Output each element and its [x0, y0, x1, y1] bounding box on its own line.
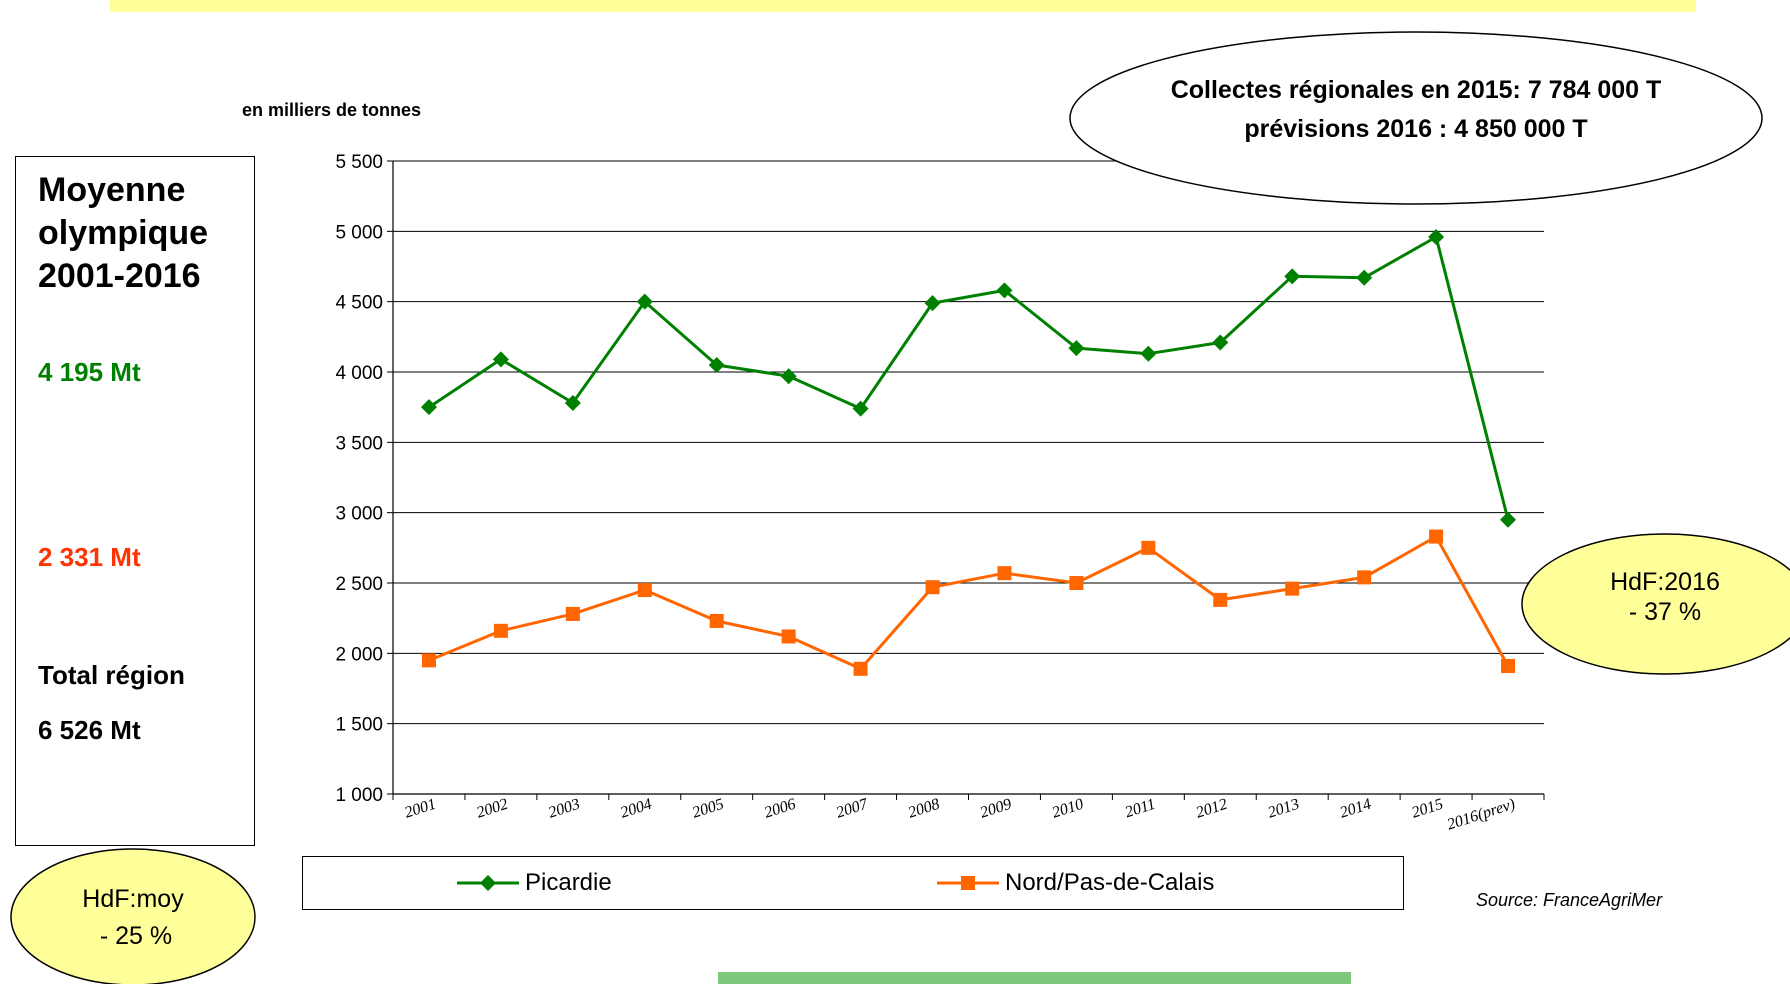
- axis-layer: [387, 160, 1545, 800]
- x-tick-label: 2011: [1123, 796, 1158, 822]
- data-point-picardie: [996, 282, 1013, 299]
- data-point-npdc: [1069, 576, 1084, 590]
- data-point-npdc: [853, 661, 868, 676]
- x-tick-label: 2012: [1194, 796, 1230, 822]
- x-tick-label: 2015: [1410, 796, 1446, 822]
- data-point-picardie: [492, 351, 509, 368]
- top-banner: [110, 0, 1696, 12]
- source-note: Source: FranceAgriMer: [1476, 890, 1663, 910]
- y-tick-label: 3 000: [335, 504, 383, 525]
- data-point-picardie: [420, 399, 437, 416]
- x-tick-label: 2014: [1338, 796, 1374, 822]
- data-point-npdc: [1357, 570, 1372, 585]
- npdc-average: 2 331 Mt: [38, 542, 141, 572]
- total-value: 6 526 Mt: [38, 715, 141, 745]
- bottom-bar: [718, 972, 1351, 984]
- total-label: Total région: [38, 660, 185, 690]
- data-point-picardie: [1140, 345, 1157, 362]
- data-point-picardie: [1356, 269, 1373, 286]
- hdf-moy-line-2: - 25 %: [100, 922, 172, 950]
- legend-label-picardie: Picardie: [525, 869, 612, 896]
- hdf-moy-callout: [10, 848, 256, 984]
- stats-box: Moyenne olympique 2001-2016 4 195 Mt 2 3…: [15, 156, 255, 846]
- picardie-average: 4 195 Mt: [38, 357, 141, 387]
- x-tick-label: 2002: [474, 796, 510, 822]
- y-tick-label: 1 500: [335, 715, 383, 736]
- data-point-picardie: [1212, 334, 1229, 351]
- x-tick-label: 2008: [906, 796, 942, 822]
- data-point-npdc: [1501, 658, 1516, 673]
- legend: Picardie Nord/Pas-de-Calais: [302, 856, 1404, 910]
- data-point-picardie: [1068, 340, 1085, 357]
- data-point-npdc: [781, 629, 796, 644]
- hdf-2016-line-1: HdF:2016: [1610, 568, 1720, 596]
- x-tick-label: 2009: [978, 796, 1014, 822]
- y-tick-label: 1 000: [335, 785, 383, 806]
- series-line-npdc: [428, 535, 1510, 671]
- legend-label-npdc: Nord/Pas-de-Calais: [1005, 869, 1215, 896]
- data-point-npdc: [997, 566, 1012, 581]
- legend-swatch-picardie: [457, 875, 519, 891]
- y-tick-label: 2 500: [335, 574, 383, 595]
- tick-label-layer: 1 000 1 500 2 000 2 500 3 000 3 500 4 000 4 500…: [335, 152, 1517, 834]
- x-tick-label: 2006: [762, 796, 798, 822]
- data-point-picardie: [852, 400, 869, 417]
- data-point-npdc: [565, 606, 580, 621]
- data-point-npdc: [709, 613, 724, 628]
- data-point-picardie: [924, 295, 941, 312]
- data-point-picardie: [708, 356, 725, 373]
- collectes-callout: [1069, 31, 1763, 205]
- x-tick-label: 2003: [546, 796, 582, 822]
- y-tick-label: 5 500: [335, 152, 383, 173]
- data-point-picardie: [780, 368, 797, 385]
- data-point-npdc: [421, 653, 436, 668]
- x-tick-label: 2010: [1050, 796, 1086, 822]
- series-line-picardie: [428, 235, 1510, 521]
- y-tick-label: 3 500: [335, 433, 383, 454]
- data-point-npdc: [637, 583, 652, 598]
- x-tick-label: 2016(prev): [1445, 796, 1517, 834]
- average-title: Moyenne olympique 2001-2016: [38, 171, 209, 295]
- data-point-picardie: [1500, 511, 1517, 528]
- x-tick-label: 2005: [690, 796, 726, 822]
- x-tick-label: 2013: [1266, 796, 1302, 822]
- unit-label: en milliers de tonnes: [242, 100, 422, 120]
- data-point-npdc: [925, 580, 940, 595]
- data-point-npdc: [1213, 592, 1228, 607]
- series-layer: [420, 228, 1517, 676]
- data-point-picardie: [564, 394, 581, 411]
- collectes-line-2: prévisions 2016 : 4 850 000 T: [1244, 115, 1587, 143]
- data-point-picardie: [636, 293, 653, 310]
- hdf-2016-line-2: - 37 %: [1629, 598, 1701, 626]
- data-point-npdc: [1285, 581, 1300, 596]
- data-point-npdc: [493, 623, 508, 638]
- y-tick-label: 5 000: [335, 222, 383, 243]
- grid-layer: [393, 160, 1544, 795]
- legend-item-npdc: Nord/Pas-de-Calais: [933, 865, 1214, 901]
- y-tick-label: 2 000: [335, 644, 383, 665]
- x-tick-label: 2001: [403, 796, 439, 822]
- collectes-line-1: Collectes régionales en 2015: 7 784 000 …: [1171, 76, 1662, 104]
- x-tick-label: 2004: [618, 796, 654, 822]
- data-point-npdc: [1429, 529, 1444, 544]
- data-point-npdc: [1141, 540, 1156, 555]
- data-point-picardie: [1284, 268, 1301, 285]
- hdf-moy-line-1: HdF:moy: [82, 885, 184, 913]
- legend-swatch-npdc: [937, 876, 999, 890]
- data-point-picardie: [1428, 228, 1445, 245]
- hdf-2016-callout: [1521, 533, 1790, 675]
- legend-item-picardie: Picardie: [453, 865, 612, 901]
- y-tick-label: 4 000: [335, 363, 383, 384]
- y-tick-label: 4 500: [335, 293, 383, 314]
- x-tick-label: 2007: [834, 795, 871, 821]
